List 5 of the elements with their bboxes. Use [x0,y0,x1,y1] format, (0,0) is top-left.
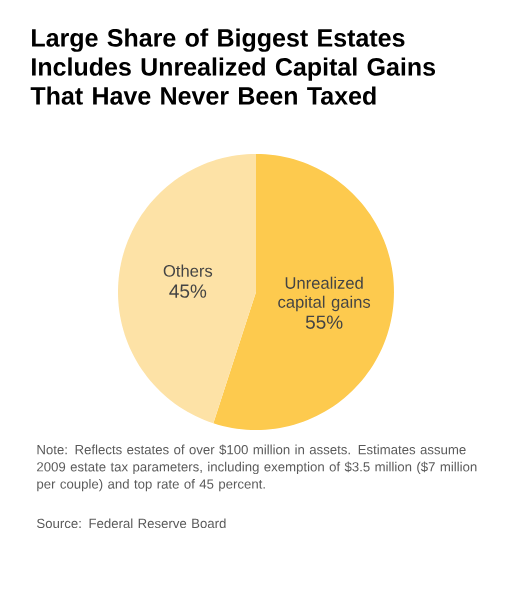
data-label: 55% [305,315,343,329]
data-label: 45% [169,284,207,298]
slice-label: Unrealized capital gains [278,276,371,312]
slice-label: Others [163,264,213,277]
chart-title: Large Share of Biggest Estates Includes Unrealized Capital Gains That Have Never Been Taxed [30,28,436,105]
